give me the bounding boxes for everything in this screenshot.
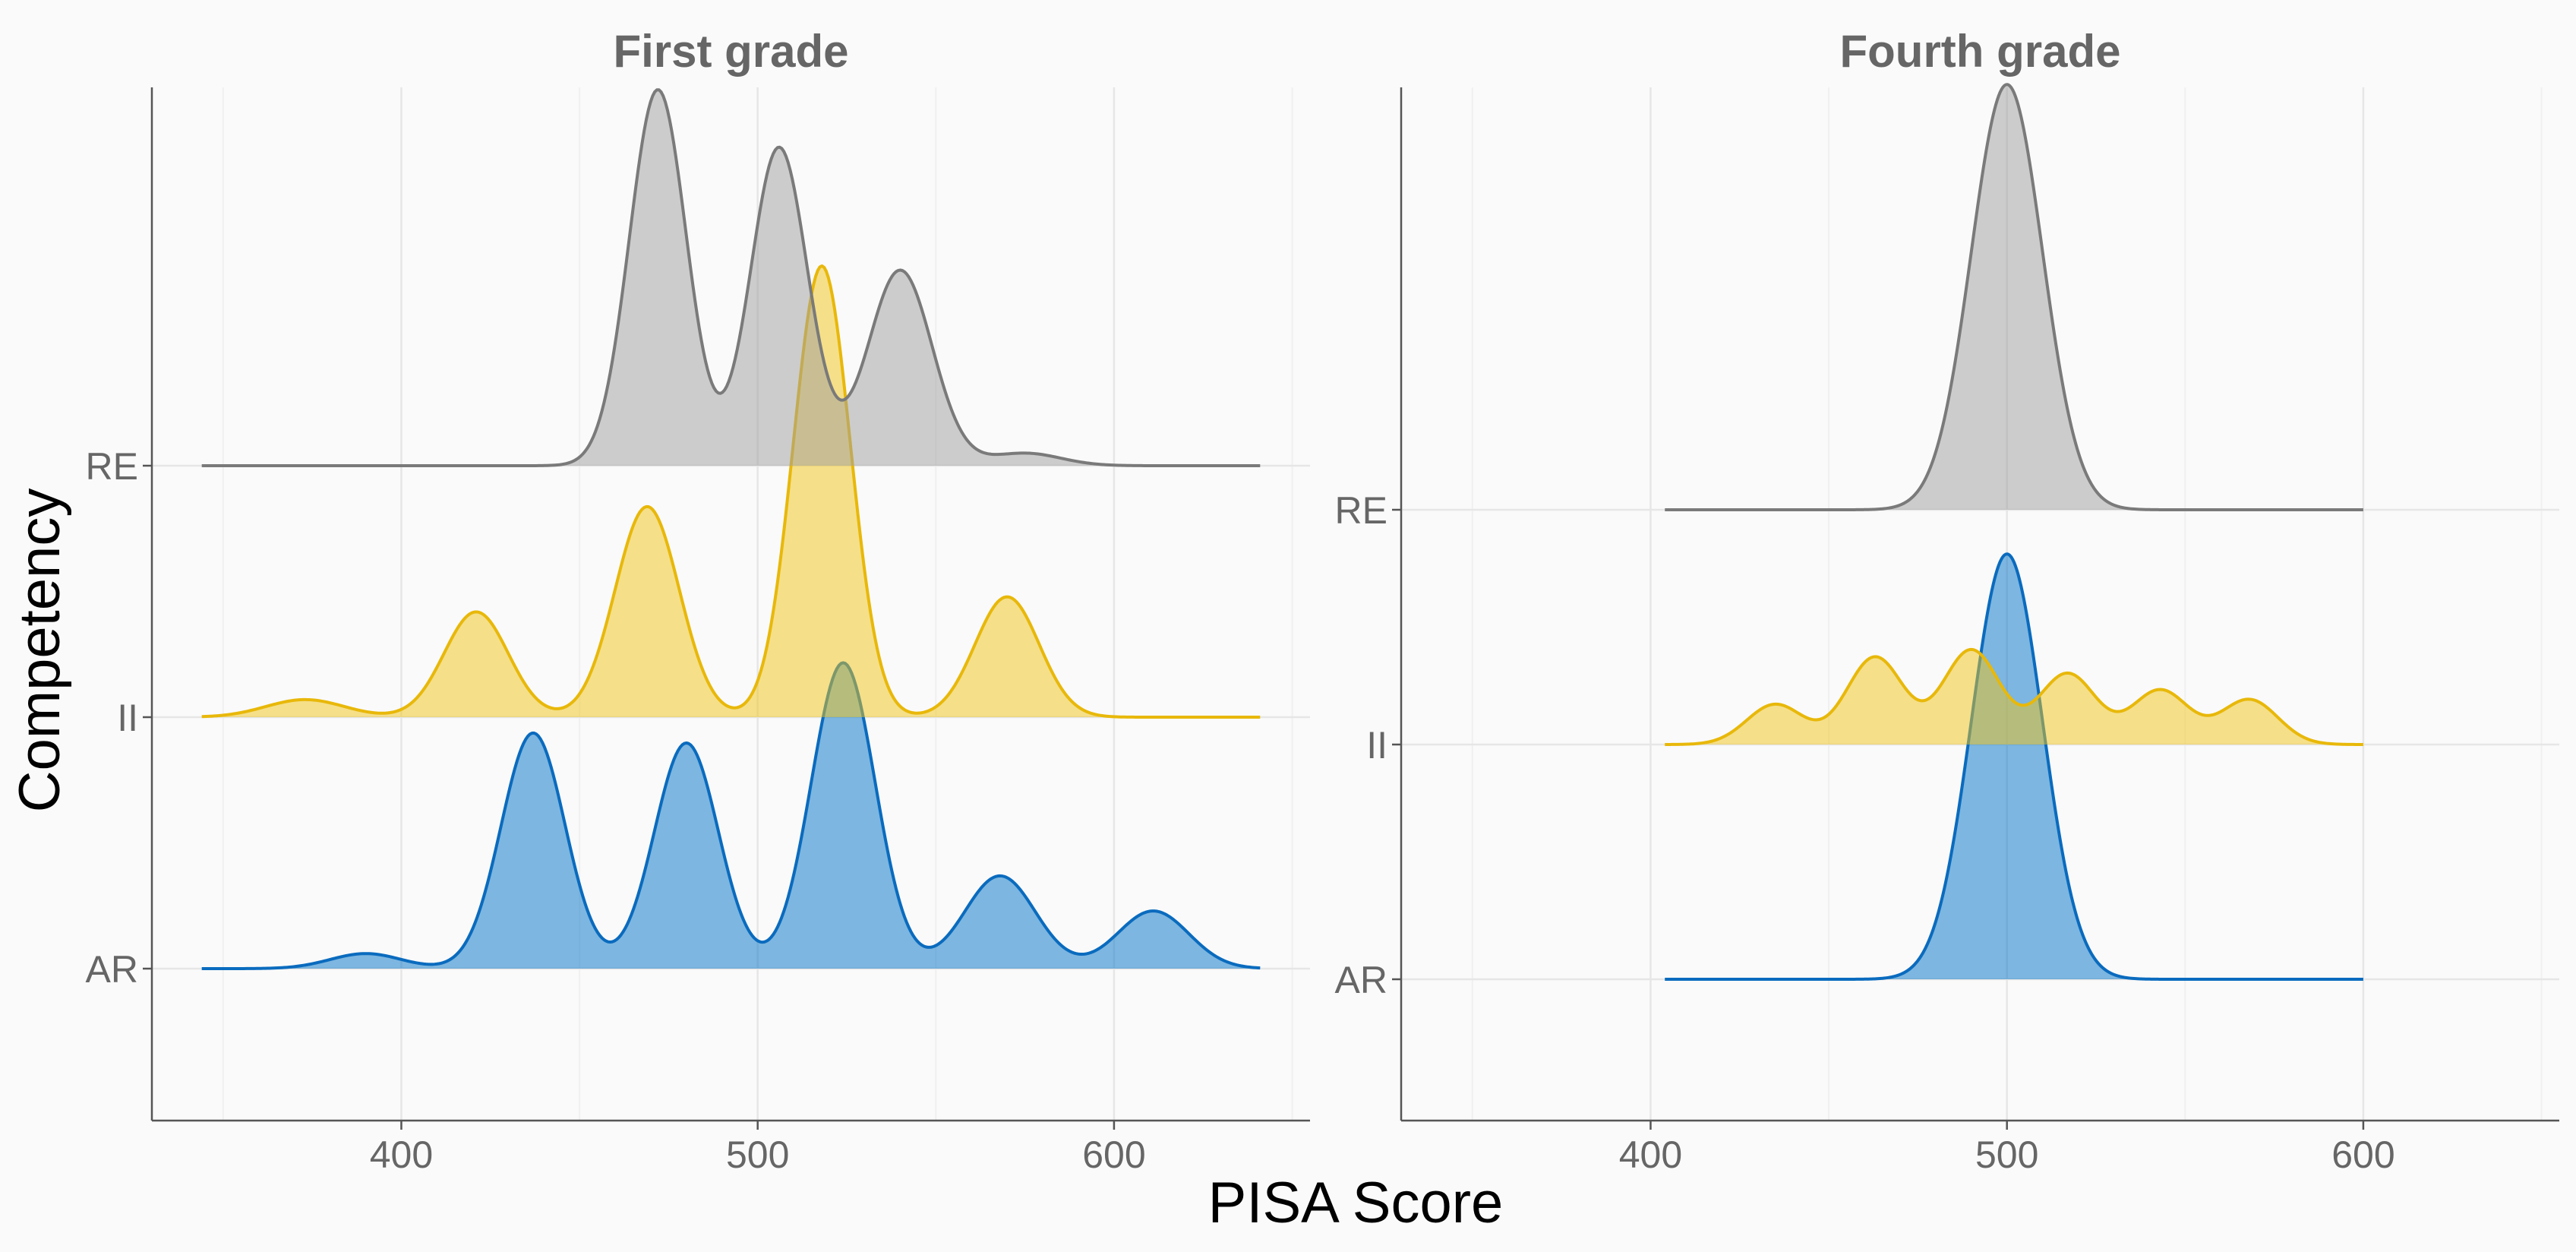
ridge-line-re: [1665, 83, 2364, 511]
ridge-area-re: [1665, 84, 2363, 510]
y-tick-label-ii: II: [117, 697, 138, 739]
y-tick-label-ar: AR: [1335, 959, 1387, 1001]
x-tick-label: 400: [1619, 1133, 1682, 1176]
panel-axes: 400 500 600 AR II RE: [1335, 87, 2559, 1176]
ridge-line-ar: [201, 661, 1261, 970]
ridge-area-ii: [1665, 649, 2363, 745]
y-tick-label-re: RE: [86, 445, 138, 488]
x-tick-label: 500: [1975, 1133, 2038, 1176]
x-tick-label: 400: [370, 1133, 433, 1176]
x-tick-label: 500: [726, 1133, 789, 1176]
ridge-line-re: [201, 88, 1261, 467]
ridge-line-ar: [1665, 552, 2364, 981]
ridge-line-ii: [1665, 647, 2364, 746]
ridge-area-ar: [1665, 554, 2363, 979]
y-tick-label-re: RE: [1335, 489, 1387, 532]
facet-title: First grade: [613, 26, 848, 77]
ridge-area-ar: [201, 662, 1261, 969]
panel-first-grade: 400 500 600 AR II RE First grade: [86, 26, 1310, 1176]
panel-fourth-grade: 400 500 600 AR II RE Fourth grade: [1335, 26, 2559, 1176]
density-ridges: [201, 88, 1261, 970]
facet-title: Fourth grade: [1840, 26, 2121, 77]
x-axis-title: PISA Score: [1208, 1171, 1504, 1235]
y-tick-label-ar: AR: [86, 948, 138, 991]
y-tick-label-ii: II: [1366, 724, 1387, 767]
y-axis-title: Competency: [8, 488, 72, 813]
ridge-area-re: [201, 90, 1261, 466]
x-tick-label: 600: [2331, 1133, 2394, 1176]
x-tick-label: 600: [1082, 1133, 1145, 1176]
density-ridges: [1665, 83, 2364, 981]
panel-axes: 400 500 600 AR II RE: [86, 87, 1310, 1176]
ridge-line-ii: [201, 264, 1261, 719]
